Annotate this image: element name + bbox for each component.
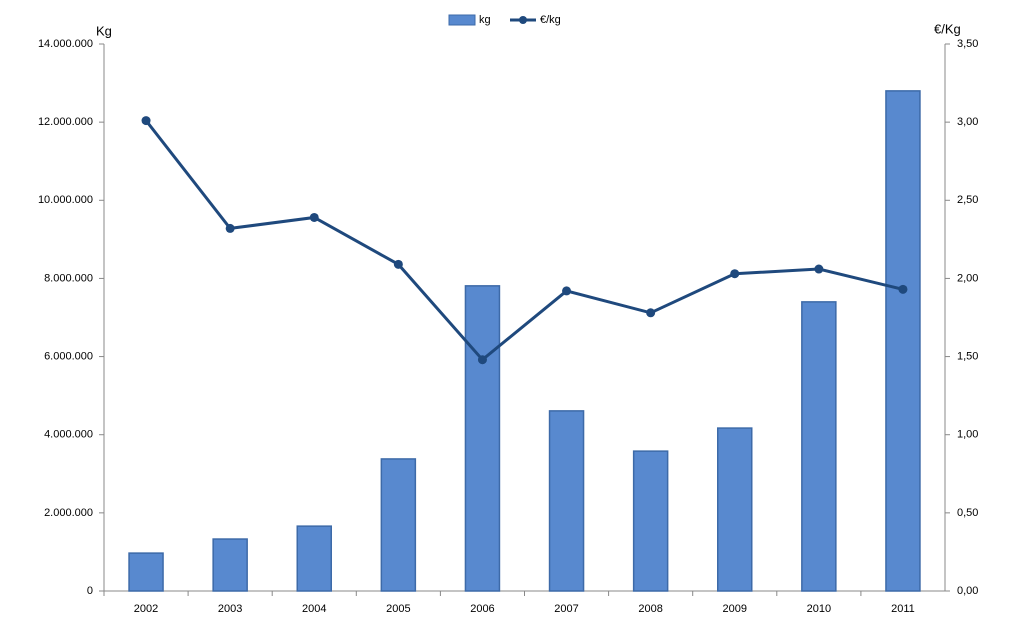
y2-tick-label: 2,00: [957, 272, 978, 284]
y-tick-label: 2.000.000: [44, 507, 93, 519]
x-tick-label: 2003: [218, 603, 242, 615]
bar: [801, 301, 837, 592]
line-marker: [477, 355, 487, 365]
bar: [212, 538, 248, 592]
line-marker: [898, 284, 908, 294]
line-marker: [141, 116, 151, 126]
y-axis-title: Kg: [96, 23, 112, 38]
line: [144, 119, 904, 362]
y2-tick-label: 3,00: [957, 116, 978, 128]
legend-label: kg: [479, 14, 491, 26]
bar: [380, 458, 417, 592]
y-tick-label: 14.000.000: [38, 38, 93, 50]
legend-label: €/kg: [540, 14, 561, 26]
y-tick-label: 0: [87, 585, 93, 597]
legend-swatch: [448, 14, 476, 26]
y2-axis-title: €/Kg: [934, 21, 961, 36]
y2-tick-label: 1,00: [957, 429, 978, 441]
x-tick-label: 2004: [302, 603, 326, 615]
y-tick-label: 4.000.000: [44, 429, 93, 441]
bar: [128, 552, 164, 592]
y2-tick-label: 0,00: [957, 585, 978, 597]
legend-swatch: [519, 16, 527, 24]
y2-tick-label: 0,50: [957, 507, 978, 519]
x-tick-label: 2010: [807, 603, 831, 615]
x-tick-label: 2007: [554, 603, 578, 615]
x-tick-label: 2009: [723, 603, 747, 615]
line-marker: [309, 212, 319, 222]
x-tick-label: 2005: [386, 603, 410, 615]
bar: [548, 410, 585, 592]
y-tick-label: 10.000.000: [38, 194, 93, 206]
line-marker: [646, 308, 656, 318]
x-tick-label: 2011: [891, 603, 915, 615]
x-tick-label: 2002: [134, 603, 158, 615]
line-marker: [730, 269, 740, 279]
y-tick-label: 6.000.000: [44, 350, 93, 362]
bar: [717, 427, 753, 592]
bar: [464, 285, 501, 592]
line-marker: [225, 223, 235, 233]
bar: [296, 525, 332, 592]
x-tick-label: 2006: [470, 603, 494, 615]
line-marker: [562, 286, 572, 296]
line-marker: [814, 264, 824, 274]
x-tick-label: 2008: [638, 603, 662, 615]
bar: [632, 450, 669, 592]
y2-tick-label: 1,50: [957, 350, 978, 362]
y-tick-label: 8.000.000: [44, 272, 93, 284]
y-tick-label: 12.000.000: [38, 116, 93, 128]
y2-tick-label: 2,50: [957, 194, 978, 206]
y2-tick-label: 3,50: [957, 38, 978, 50]
bar: [885, 90, 921, 592]
line-marker: [393, 259, 403, 269]
